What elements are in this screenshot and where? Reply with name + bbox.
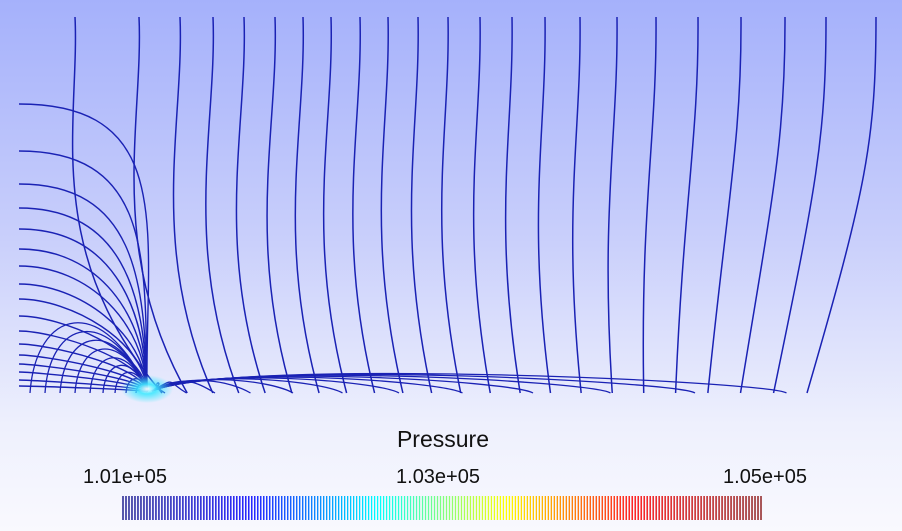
streamline-top <box>571 16 582 394</box>
streamline-fan <box>151 378 294 394</box>
streamline-top <box>441 16 462 394</box>
streamline-left-arc <box>18 228 148 393</box>
pressure-colorbar <box>122 496 762 520</box>
legend-tick-min: 1.01e+05 <box>83 466 167 488</box>
streamline-top <box>607 16 618 394</box>
legend-tick-max: 1.05e+05 <box>723 466 807 488</box>
streamline-top <box>504 16 521 394</box>
streamline-top <box>674 16 699 394</box>
streamline-top <box>410 16 433 394</box>
legend-tick-mid: 1.03e+05 <box>396 466 480 488</box>
legend-title: Pressure <box>396 426 490 452</box>
streamline-top <box>380 16 404 394</box>
pressure-source-marker <box>121 375 173 403</box>
streamline-top <box>133 16 188 394</box>
streamline-top <box>205 16 240 394</box>
streamline-top <box>739 16 786 394</box>
streamline-left-arc <box>18 265 148 393</box>
streamline-top <box>537 16 552 394</box>
streamline-top <box>772 16 827 394</box>
streamline-top <box>266 16 293 394</box>
streamline-left-arc <box>18 183 148 393</box>
streamline-top <box>71 16 163 394</box>
streamline-top <box>806 16 877 394</box>
streamline-top <box>642 16 657 394</box>
streamline-left-arc <box>18 150 148 393</box>
streamline-top <box>352 16 376 394</box>
streamline-top <box>322 16 348 394</box>
streamline-left-arc <box>18 298 148 393</box>
streamline-left-arc <box>18 248 148 393</box>
streamline-top <box>235 16 266 394</box>
streamline-top <box>472 16 492 394</box>
streamline-top <box>707 16 742 394</box>
streamline-left-arc <box>18 207 148 393</box>
streamline-fan <box>151 372 787 394</box>
streamline-top <box>172 16 214 394</box>
streamline-left-arc <box>18 283 148 393</box>
streamline-top <box>294 16 320 394</box>
